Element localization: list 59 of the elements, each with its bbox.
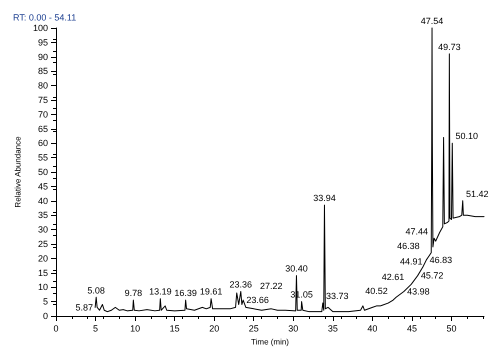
- annotation: 44.91: [400, 256, 422, 266]
- annotation: 33.94: [313, 193, 336, 204]
- annotation: 33.73: [326, 291, 349, 302]
- y-tick-label: 95: [38, 37, 48, 48]
- annotation: 5.87: [75, 302, 93, 312]
- y-tick-label: 80: [38, 80, 48, 91]
- x-tick-label: 35: [328, 324, 338, 334]
- y-tick-label: 5: [42, 296, 48, 307]
- annotation: 23.36: [230, 280, 252, 290]
- annotation: 47.54: [420, 16, 444, 26]
- annotation: 42.61: [382, 272, 404, 282]
- y-tick-label: 50: [38, 167, 48, 177]
- y-tick-label: 40: [38, 196, 48, 206]
- annotation: 47.44: [405, 226, 428, 237]
- y-tick-label: 75: [38, 95, 48, 105]
- annotation: 46.83: [430, 254, 452, 265]
- x-tick-label: 45: [406, 324, 417, 334]
- x-tick-label: 20: [209, 324, 220, 334]
- y-tick-label: 100: [32, 23, 48, 33]
- x-tick-label: 30: [288, 324, 298, 334]
- annotation: 45.72: [420, 270, 444, 281]
- annotation: 27.22: [260, 280, 283, 291]
- annotation: 30.40: [285, 264, 308, 274]
- y-tick-label: 0: [42, 311, 48, 321]
- y-tick-label: 30: [38, 224, 48, 235]
- y-tick-label: 65: [38, 124, 48, 134]
- annotation: 40.52: [365, 286, 388, 296]
- y-tick-label: 10: [38, 282, 48, 292]
- x-tick-label: 40: [367, 324, 378, 334]
- annotation: 50.10: [456, 131, 478, 142]
- y-tick-label: 90: [38, 52, 48, 62]
- annotation: 46.38: [397, 241, 420, 252]
- x-tick-label: 10: [130, 324, 140, 334]
- annotation: 19.61: [200, 286, 222, 297]
- x-tick-label: 50: [446, 324, 456, 334]
- y-tick-label: 20: [38, 253, 48, 264]
- y-tick-label: 25: [38, 239, 48, 249]
- annotation: 23.66: [246, 295, 269, 306]
- annotation: 9.78: [124, 288, 142, 298]
- annotation: 49.73: [438, 42, 461, 52]
- x-tick-label: 15: [170, 324, 180, 334]
- x-tick-label: 5: [93, 324, 98, 334]
- y-tick-label: 45: [38, 181, 48, 192]
- y-tick-label: 55: [38, 152, 48, 163]
- x-axis-title: Time (min): [251, 337, 290, 346]
- y-axis-title: Relative Abundance: [14, 136, 23, 208]
- x-tick-label: 25: [248, 324, 259, 334]
- x-tick-label: 0: [53, 324, 59, 334]
- annotation: 13.19: [149, 286, 172, 297]
- annotation: 43.98: [407, 286, 430, 297]
- y-tick-label: 70: [38, 109, 48, 120]
- annotation: 16.39: [174, 288, 197, 298]
- chart-title: RT: 0.00 - 54.11: [13, 12, 76, 22]
- annotation: 51.42: [466, 188, 488, 199]
- annotation: 5.08: [87, 285, 105, 296]
- y-tick-label: 85: [38, 66, 48, 76]
- y-tick-label: 35: [38, 210, 48, 220]
- y-tick-label: 60: [38, 138, 48, 148]
- y-tick-label: 15: [38, 268, 48, 278]
